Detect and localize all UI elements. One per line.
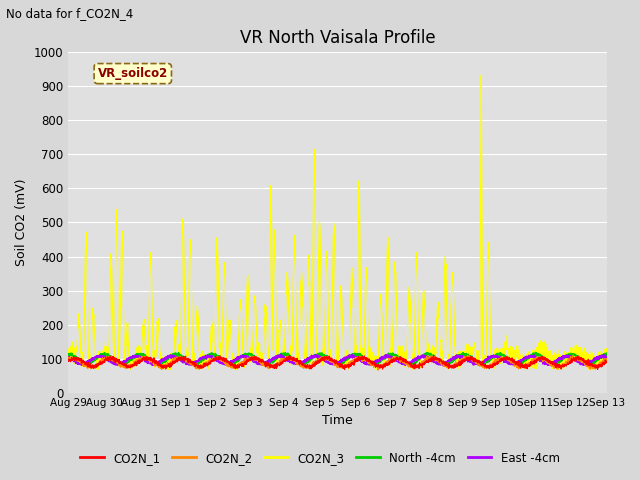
Line: North -4cm: North -4cm [68, 352, 607, 366]
Legend: CO2N_1, CO2N_2, CO2N_3, North -4cm, East -4cm: CO2N_1, CO2N_2, CO2N_3, North -4cm, East… [76, 447, 564, 469]
East -4cm [535, 356, 543, 361]
CO2N_2 [125, 364, 133, 370]
East -4cm [125, 355, 133, 360]
CO2N_2 [593, 363, 600, 369]
North -4cm [603, 351, 611, 357]
Line: CO2N_1: CO2N_1 [68, 356, 607, 370]
CO2N_2 [271, 363, 278, 369]
North -4cm [532, 349, 540, 355]
East -4cm [603, 355, 611, 361]
CO2N_3 [64, 348, 72, 354]
East -4cm [593, 355, 600, 360]
CO2N_1 [294, 358, 302, 364]
CO2N_1 [593, 364, 600, 370]
CO2N_3 [126, 353, 134, 359]
CO2N_1 [157, 365, 165, 371]
CO2N_2 [464, 352, 472, 358]
CO2N_3 [294, 355, 302, 361]
CO2N_2 [374, 367, 382, 373]
CO2N_2 [294, 358, 302, 364]
East -4cm [64, 354, 72, 360]
North -4cm [593, 358, 600, 363]
Y-axis label: Soil CO2 (mV): Soil CO2 (mV) [15, 179, 28, 266]
CO2N_2 [535, 355, 543, 361]
North -4cm [64, 352, 72, 358]
CO2N_3 [271, 228, 278, 233]
CO2N_1 [125, 363, 133, 369]
CO2N_1 [64, 358, 72, 364]
Text: VR_soilco2: VR_soilco2 [98, 67, 168, 80]
CO2N_2 [64, 359, 72, 364]
North -4cm [157, 360, 165, 366]
CO2N_3 [593, 363, 600, 369]
CO2N_3 [477, 72, 485, 78]
North -4cm [125, 358, 133, 363]
Text: No data for f_CO2N_4: No data for f_CO2N_4 [6, 7, 134, 20]
East -4cm [294, 360, 302, 366]
East -4cm [348, 351, 356, 357]
Line: East -4cm: East -4cm [68, 354, 607, 366]
North -4cm [294, 360, 302, 366]
CO2N_1 [603, 359, 611, 364]
CO2N_2 [603, 358, 611, 363]
CO2N_3 [158, 363, 166, 369]
CO2N_2 [157, 363, 165, 369]
Title: VR North Vaisala Profile: VR North Vaisala Profile [239, 29, 435, 48]
CO2N_1 [271, 364, 278, 370]
East -4cm [440, 363, 447, 369]
Line: CO2N_2: CO2N_2 [68, 355, 607, 370]
East -4cm [157, 357, 165, 363]
CO2N_3 [535, 340, 543, 346]
CO2N_1 [430, 353, 438, 359]
CO2N_3 [603, 350, 611, 356]
North -4cm [299, 363, 307, 369]
North -4cm [535, 351, 543, 357]
CO2N_1 [534, 356, 542, 361]
CO2N_3 [93, 366, 101, 372]
East -4cm [271, 355, 278, 360]
CO2N_1 [594, 367, 602, 372]
North -4cm [271, 356, 278, 362]
Line: CO2N_3: CO2N_3 [68, 75, 607, 369]
X-axis label: Time: Time [322, 414, 353, 427]
